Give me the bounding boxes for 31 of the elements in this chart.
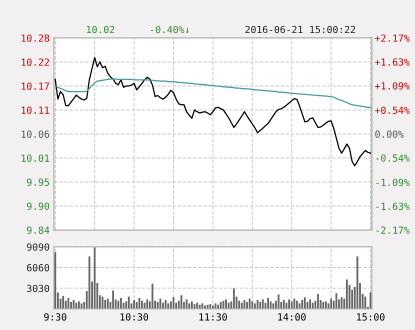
y-tick-label: 9.90	[26, 202, 50, 210]
y2-tick-label: +1.09%	[375, 82, 410, 90]
x-tick-label: 10:30	[120, 313, 148, 321]
x-tick-label: 15:00	[357, 313, 385, 321]
y2-tick-label: +0.54%	[375, 106, 410, 114]
y2-tick-label: 0.00%	[375, 130, 404, 138]
x-tick-label: 9:30	[44, 313, 66, 321]
text: 2016-06-21 15:00:22	[245, 26, 356, 34]
y-tick-label: 9.95	[26, 178, 50, 186]
x-tick-label: 14:00	[278, 313, 306, 321]
y-tick-label: 9090	[26, 243, 50, 251]
y-tick-label: 10.11	[22, 106, 50, 114]
y-tick-label: 10.22	[22, 58, 49, 66]
y2-tick-label: -1.09%	[376, 178, 410, 186]
text: 10.02	[86, 26, 114, 34]
y2-tick-label: +2.17%	[375, 34, 410, 42]
y-tick-label: 10.17	[22, 82, 50, 90]
y2-tick-label: -0.54%	[376, 154, 410, 162]
y2-tick-label: +1.63%	[375, 58, 410, 66]
y-tick-label: 10.01	[22, 154, 50, 162]
y-tick-label: 6060	[27, 264, 50, 272]
line-series	[54, 78, 372, 108]
y2-tick-label: -1.63%	[376, 202, 410, 210]
line-series	[54, 56, 372, 166]
y-tick-label: 3030	[27, 284, 50, 292]
y2-tick-label: -2.17%	[376, 226, 410, 234]
y-tick-label: 10.06	[22, 130, 50, 138]
y-tick-label: 10.28	[22, 34, 50, 42]
y-tick-label: 9.84	[26, 226, 50, 234]
text: -0.40%↓	[151, 26, 189, 34]
x-tick-label: 11:30	[199, 313, 227, 321]
